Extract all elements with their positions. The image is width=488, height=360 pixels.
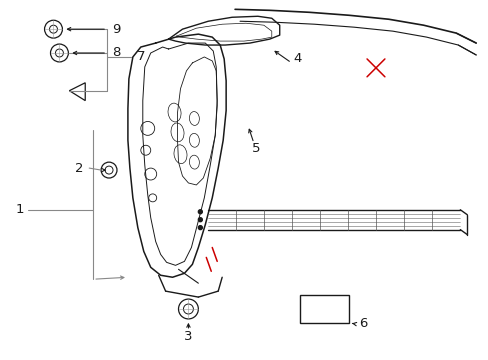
Circle shape bbox=[198, 218, 202, 222]
Text: 3: 3 bbox=[184, 330, 192, 343]
Text: 2: 2 bbox=[75, 162, 83, 175]
Text: 1: 1 bbox=[16, 203, 24, 216]
Text: 8: 8 bbox=[112, 46, 120, 59]
Circle shape bbox=[198, 210, 202, 214]
Bar bbox=[299, 295, 348, 323]
Text: 7: 7 bbox=[136, 50, 145, 63]
Text: 4: 4 bbox=[293, 53, 301, 66]
Text: 5: 5 bbox=[251, 142, 260, 155]
Text: 9: 9 bbox=[112, 23, 120, 36]
Circle shape bbox=[198, 226, 202, 230]
Text: 6: 6 bbox=[358, 318, 366, 330]
